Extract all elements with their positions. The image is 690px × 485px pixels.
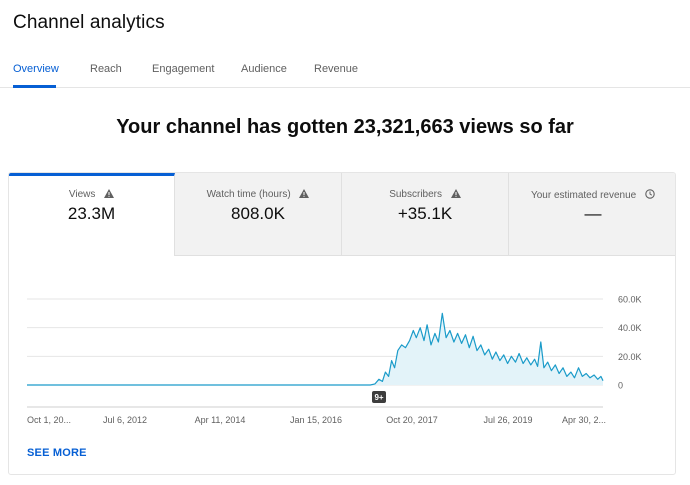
analytics-card: Views 23.3M Watch time (hours) 808.0K Su… — [8, 172, 676, 475]
tab-revenue[interactable]: Revenue — [314, 63, 359, 75]
x-tick-label: Apr 11, 2014 — [195, 415, 246, 425]
metric-label: Your estimated revenue — [509, 189, 675, 201]
views-line — [27, 312, 604, 386]
metric-subscribers-value: +35.1K — [397, 204, 453, 223]
metric-revenue[interactable]: Your estimated revenue — — [509, 173, 675, 256]
tab-overview[interactable]: Overview — [13, 63, 59, 75]
clock-icon — [645, 189, 655, 199]
views-headline: Your channel has gotten 23,321,663 views… — [116, 116, 574, 138]
x-tick-label: Jan 15, 2016 — [290, 415, 342, 425]
warning-icon — [104, 189, 115, 198]
metric-label: Subscribers — [342, 189, 508, 200]
y-tick-label: 20.0K — [618, 352, 642, 362]
x-tick-label: Jul 6, 2012 — [103, 415, 147, 425]
annotation-badge-label: 9+ — [374, 393, 383, 402]
metric-views-label: Views — [68, 189, 96, 200]
x-tick-label: Jul 26, 2019 — [483, 415, 532, 425]
y-tick-label: 60.0K — [618, 295, 642, 305]
metric-watch-time-label: Watch time (hours) — [206, 189, 291, 200]
warning-icon — [450, 189, 461, 198]
metric-views-value: 23.3M — [67, 204, 116, 223]
metric-views[interactable]: Views 23.3M — [9, 173, 175, 256]
metric-label: Views — [9, 189, 174, 200]
page-title: Channel analytics — [13, 12, 165, 33]
tab-bar: Overview Reach Engagement Audience Reven… — [0, 54, 690, 88]
metric-subscribers[interactable]: Subscribers +35.1K — [342, 173, 509, 256]
metric-label: Watch time (hours) — [175, 189, 341, 200]
x-tick-label: Oct 1, 20... — [27, 415, 71, 425]
metric-watch-time[interactable]: Watch time (hours) 808.0K — [175, 173, 342, 256]
metric-revenue-label: Your estimated revenue — [530, 190, 637, 201]
x-tick-label: Oct 20, 2017 — [386, 415, 438, 425]
tab-audience[interactable]: Audience — [241, 63, 287, 75]
y-tick-label: 40.0K — [618, 323, 642, 333]
active-tab-indicator — [13, 85, 56, 88]
tab-reach[interactable]: Reach — [90, 63, 122, 75]
annotation-badge — [372, 391, 386, 403]
tab-engagement[interactable]: Engagement — [152, 63, 215, 75]
y-tick-label: 0 — [618, 381, 623, 391]
metric-watch-time-value: 808.0K — [231, 204, 285, 223]
metric-subscribers-label: Subscribers — [389, 189, 443, 200]
metric-revenue-value: — — [584, 204, 602, 223]
warning-icon — [299, 189, 310, 198]
views-area — [27, 313, 603, 385]
see-more-link[interactable]: SEE MORE — [27, 447, 87, 459]
x-tick-label: Apr 30, 2... — [562, 415, 606, 425]
views-chart: 60.0K 40.0K 20.0K 0 Oct 1, 20... Jul 6, 2012 A… — [27, 295, 642, 426]
